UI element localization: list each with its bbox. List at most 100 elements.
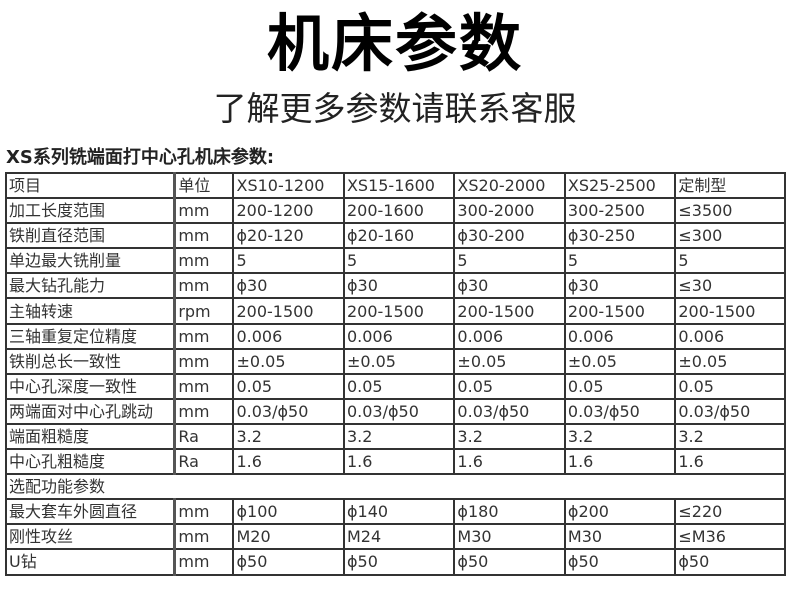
- value-cell: 3.2: [342, 422, 456, 451]
- value-cell: 3.2: [453, 422, 566, 451]
- unit-cell: mm: [173, 247, 235, 275]
- value-cell: ϕ140: [342, 498, 456, 526]
- value-cell: ≤30: [674, 272, 786, 300]
- value-cell: ϕ100: [232, 498, 345, 526]
- value-cell: ϕ200: [563, 498, 677, 526]
- value-cell: 0.03/ϕ50: [342, 397, 456, 425]
- value-cell: 1.6: [674, 448, 786, 476]
- value-cell: ϕ30: [453, 272, 566, 300]
- row-label: 加工长度范围: [5, 197, 176, 225]
- value-cell: ±0.05: [232, 347, 345, 375]
- value-cell: 5: [232, 247, 345, 275]
- table-row: 中心孔深度一致性 mm 0.05 0.05 0.05 0.05 0.05: [5, 372, 786, 400]
- page-title: 机床参数: [266, 7, 523, 80]
- row-label: 铁削直径范围: [5, 222, 176, 250]
- value-cell: M20: [232, 523, 345, 551]
- unit-cell: mm: [173, 372, 235, 400]
- value-cell: 0.03/ϕ50: [232, 397, 345, 425]
- value-cell: ϕ30-200: [453, 222, 566, 250]
- unit-cell: mm: [173, 397, 235, 425]
- row-label: U钻: [5, 548, 176, 576]
- value-cell: 0.05: [232, 372, 345, 400]
- table-row: 主轴转速 rpm 200-1500 200-1500 200-1500 200-1500 2…: [5, 297, 786, 325]
- value-cell: 0.05: [563, 372, 677, 400]
- value-cell: ϕ50: [232, 548, 345, 576]
- value-cell: 300-2000: [453, 197, 566, 225]
- value-cell: ±0.05: [674, 347, 786, 375]
- value-cell: XS25-2500: [563, 171, 677, 200]
- value-cell: ≤220: [674, 498, 786, 526]
- value-cell: ϕ180: [453, 498, 566, 526]
- value-cell: ϕ30: [232, 272, 345, 300]
- value-cell: 0.03/ϕ50: [674, 397, 786, 425]
- value-cell: ±0.05: [453, 347, 566, 375]
- value-cell: 3.2: [563, 422, 677, 451]
- unit-cell: mm: [173, 523, 235, 551]
- value-cell: 3.2: [674, 422, 786, 451]
- row-label: 两端面对中心孔跳动: [5, 397, 176, 425]
- table-row: 加工长度范围 mm 200-1200 200-1600 300-2000 300-2500…: [5, 197, 786, 225]
- value-cell: 0.03/ϕ50: [453, 397, 566, 425]
- table-row: 端面粗糙度 Ra 3.2 3.2 3.2 3.2 3.2: [5, 422, 786, 451]
- row-label: 端面粗糙度: [5, 422, 176, 451]
- unit-cell: mm: [173, 222, 235, 250]
- table-row: 三轴重复定位精度 mm 0.006 0.006 0.006 0.006 0.006: [5, 322, 786, 350]
- page-subtitle: 了解更多参数请联系客服: [213, 89, 577, 128]
- value-cell: 200-1500: [232, 297, 345, 325]
- row-label: 铁削总长一致性: [5, 347, 176, 375]
- table-row: 铁削直径范围 mm ϕ20-120 ϕ20-160 ϕ30-200 ϕ30-250 ≤300: [5, 222, 786, 250]
- table-header-row: 项目 单位 XS10-1200 XS15-1600 XS20-2000 XS25-2500…: [5, 171, 786, 200]
- unit-cell: Ra: [173, 448, 235, 476]
- value-cell: 定制型: [674, 171, 786, 200]
- value-cell: ≤M36: [674, 523, 786, 551]
- unit-cell: Ra: [173, 422, 235, 451]
- value-cell: XS20-2000: [453, 171, 566, 200]
- unit-cell: rpm: [173, 297, 235, 325]
- unit-cell: mm: [173, 498, 235, 526]
- value-cell: M30: [563, 523, 677, 551]
- value-cell: 200-1500: [563, 297, 677, 325]
- table-row: 铁削总长一致性 mm ±0.05 ±0.05 ±0.05 ±0.05 ±0.05: [5, 347, 786, 375]
- value-cell: 200-1200: [232, 197, 345, 225]
- unit-cell: mm: [173, 197, 235, 225]
- value-cell: 0.006: [342, 322, 456, 350]
- unit-cell: 单位: [173, 171, 235, 200]
- value-cell: ϕ20-120: [232, 222, 345, 250]
- value-cell: ϕ50: [563, 548, 677, 576]
- row-label: 主轴转速: [5, 297, 176, 325]
- row-label: 最大套车外圆直径: [5, 498, 176, 526]
- value-cell: 5: [563, 247, 677, 275]
- value-cell: 0.05: [453, 372, 566, 400]
- value-cell: ≤300: [674, 222, 786, 250]
- value-cell: 5: [453, 247, 566, 275]
- value-cell: 0.05: [342, 372, 456, 400]
- section-row: 选配功能参数: [5, 473, 786, 501]
- value-cell: M24: [342, 523, 456, 551]
- spec-table: 项目 单位 XS10-1200 XS15-1600 XS20-2000 XS25-2500…: [5, 171, 786, 576]
- value-cell: 0.006: [563, 322, 677, 350]
- table-row: U钻 mm ϕ50 ϕ50 ϕ50 ϕ50 ϕ50: [5, 548, 786, 576]
- value-cell: 3.2: [232, 422, 345, 451]
- value-cell: ϕ50: [342, 548, 456, 576]
- row-label: 最大钻孔能力: [5, 272, 176, 300]
- value-cell: 5: [674, 247, 786, 275]
- value-cell: ϕ30: [563, 272, 677, 300]
- row-label: 中心孔粗糙度: [5, 448, 176, 476]
- table-row: 中心孔粗糙度 Ra 1.6 1.6 1.6 1.6 1.6: [5, 448, 786, 476]
- value-cell: 0.006: [232, 322, 345, 350]
- value-cell: 300-2500: [563, 197, 677, 225]
- row-label: 刚性攻丝: [5, 523, 176, 551]
- value-cell: ϕ50: [674, 548, 786, 576]
- unit-cell: mm: [173, 322, 235, 350]
- value-cell: 0.03/ϕ50: [563, 397, 677, 425]
- value-cell: ≤3500: [674, 197, 786, 225]
- section-label: 选配功能参数: [5, 473, 786, 501]
- value-cell: 1.6: [342, 448, 456, 476]
- value-cell: 1.6: [563, 448, 677, 476]
- value-cell: ϕ50: [453, 548, 566, 576]
- value-cell: 0.006: [453, 322, 566, 350]
- table-row: 最大套车外圆直径 mm ϕ100 ϕ140 ϕ180 ϕ200 ≤220: [5, 498, 786, 526]
- value-cell: ±0.05: [563, 347, 677, 375]
- unit-cell: mm: [173, 347, 235, 375]
- value-cell: 5: [342, 247, 456, 275]
